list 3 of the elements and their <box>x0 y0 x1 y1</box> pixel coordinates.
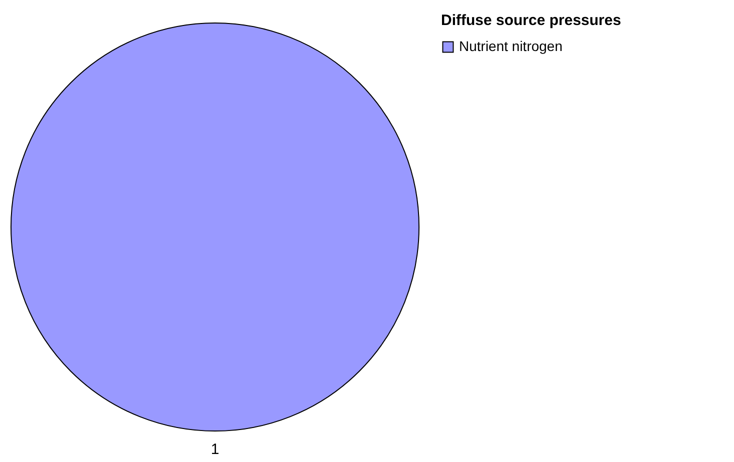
legend-title: Diffuse source pressures <box>441 12 622 29</box>
data-label: 1 <box>210 441 220 458</box>
legend-label: Nutrient nitrogen <box>459 38 563 54</box>
